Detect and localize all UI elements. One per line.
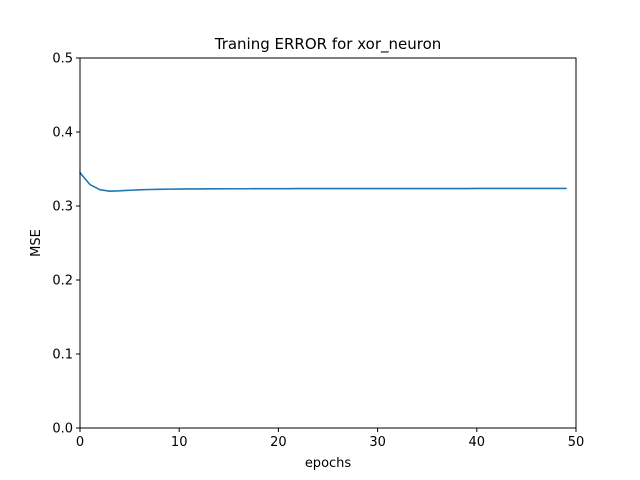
data-point xyxy=(238,188,239,189)
x-tick-label: 40 xyxy=(469,435,486,450)
data-point xyxy=(496,188,497,189)
y-tick-label: 0.5 xyxy=(52,52,73,67)
data-point xyxy=(456,188,457,189)
data-point xyxy=(377,188,378,189)
data-point xyxy=(536,188,537,189)
data-point xyxy=(357,188,358,189)
data-point xyxy=(337,188,338,189)
y-tick-label: 0.0 xyxy=(52,422,73,437)
data-point xyxy=(506,188,507,189)
x-tick-label: 0 xyxy=(76,435,84,450)
data-point xyxy=(556,188,557,189)
data-point xyxy=(169,189,170,190)
data-point xyxy=(149,189,150,190)
data-point xyxy=(89,184,90,185)
data-point xyxy=(397,188,398,189)
data-point xyxy=(129,190,130,191)
y-axis-label: MSE xyxy=(29,229,44,257)
data-point xyxy=(387,188,388,189)
data-point xyxy=(159,189,160,190)
data-point xyxy=(407,188,408,189)
axes-frame xyxy=(79,57,577,429)
data-point xyxy=(526,188,527,189)
data-point xyxy=(546,188,547,189)
data-point xyxy=(189,188,190,189)
data-point xyxy=(565,188,566,189)
data-point xyxy=(119,190,120,191)
x-tick-label: 20 xyxy=(270,435,287,450)
y-tick-label: 0.3 xyxy=(52,200,73,215)
data-point xyxy=(208,188,209,189)
data-point xyxy=(327,188,328,189)
data-point xyxy=(347,188,348,189)
data-point xyxy=(427,188,428,189)
x-tick-label: 50 xyxy=(568,435,585,450)
x-axis-label: epochs xyxy=(305,456,352,471)
chart-title: Traning ERROR for xor_neuron xyxy=(214,35,442,54)
data-point xyxy=(109,191,110,192)
plot-area xyxy=(79,171,567,192)
data-point xyxy=(139,189,140,190)
data-point xyxy=(466,188,467,189)
data-point xyxy=(417,188,418,189)
y-tick-label: 0.1 xyxy=(52,348,73,363)
data-point xyxy=(308,188,309,189)
data-point xyxy=(476,188,477,189)
data-point xyxy=(278,188,279,189)
data-point xyxy=(317,188,318,189)
data-point xyxy=(248,188,249,189)
x-tick-label: 10 xyxy=(171,435,188,450)
data-point xyxy=(268,188,269,189)
series-line-0 xyxy=(79,171,567,192)
data-point xyxy=(516,188,517,189)
y-tick-label: 0.2 xyxy=(52,274,73,289)
data-point xyxy=(288,188,289,189)
data-point xyxy=(298,188,299,189)
data-point xyxy=(218,188,219,189)
data-point xyxy=(446,188,447,189)
y-tick-label: 0.4 xyxy=(52,126,73,141)
data-point xyxy=(99,189,100,190)
data-point xyxy=(258,188,259,189)
x-tick-label: 30 xyxy=(369,435,386,450)
data-point xyxy=(198,188,199,189)
data-point xyxy=(367,188,368,189)
data-point xyxy=(486,188,487,189)
data-point xyxy=(437,188,438,189)
data-point xyxy=(179,188,180,189)
data-point xyxy=(228,188,229,189)
